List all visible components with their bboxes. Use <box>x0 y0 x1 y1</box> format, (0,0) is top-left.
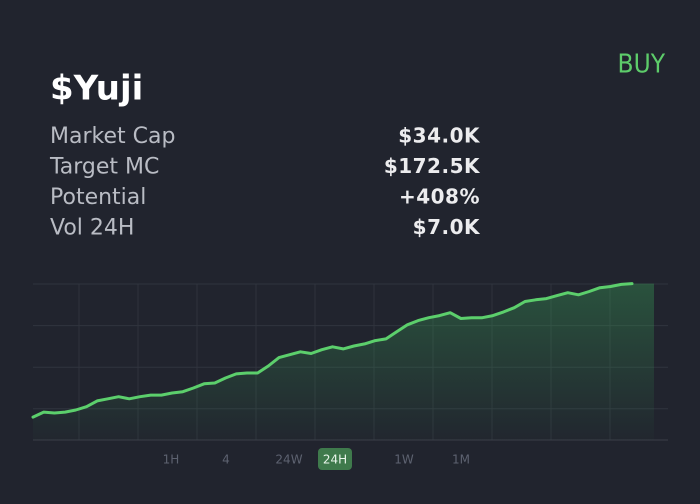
area-fill <box>33 283 654 440</box>
stat-label: Vol 24H <box>50 216 134 241</box>
stat-label: Target MC <box>49 155 159 180</box>
stat-value: $34.0K <box>398 124 481 148</box>
timeframe-button[interactable]: 1M <box>452 453 470 467</box>
timeframe-button[interactable]: 4 <box>222 453 230 467</box>
timeframe-button[interactable]: 1W <box>394 453 414 467</box>
stat-value: $172.5K <box>384 154 481 178</box>
buy-button[interactable]: BUY <box>618 50 666 80</box>
timeframe-button[interactable]: 24H <box>323 453 347 467</box>
stat-value: +408% <box>399 185 480 209</box>
token-title: $Yuji <box>50 69 143 109</box>
stat-label: Potential <box>50 185 146 210</box>
stats: Market Cap $34.0K Target MC $172.5K Potentia… <box>49 124 481 241</box>
timeframe-button[interactable]: 24W <box>275 453 302 467</box>
stat-value: $7.0K <box>413 215 481 239</box>
stat-label: Market Cap <box>50 124 175 149</box>
timeframe-highlight <box>318 448 352 470</box>
timeframe-button[interactable]: 1H <box>163 453 180 467</box>
price-line <box>31 282 634 419</box>
